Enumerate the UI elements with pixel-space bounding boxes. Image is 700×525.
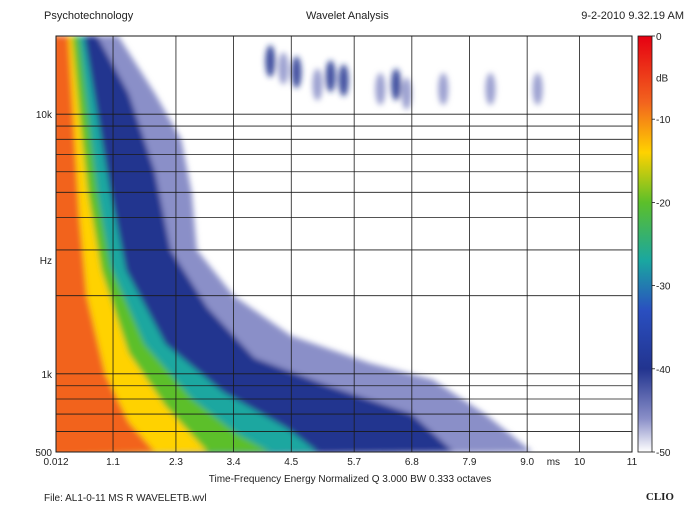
axes: 0.012 1.1 2.3 3.4 4.5 5.7 6.8 7.9 9.0 10 11 ms 500 1k…: [35, 110, 637, 468]
plot-frame: [55, 35, 633, 453]
energy-cell-5: [338, 64, 349, 97]
energy-cell-4: [325, 60, 336, 93]
y-tick-label-0: 500: [35, 448, 52, 459]
x-tick-label-9: 10: [574, 457, 586, 468]
header-brand: Psychotechnology: [44, 10, 134, 22]
plot-area: [56, 36, 632, 452]
energy-cell-1: [278, 52, 289, 85]
colorbar-tick-label-5: -50: [656, 448, 671, 459]
colorbar: 0 -10 -20 -30 -40 -50 dB: [637, 32, 671, 459]
energy-cell-8: [401, 77, 412, 110]
energy-cell-10: [485, 73, 496, 106]
energy-cell-6: [375, 73, 386, 106]
colorbar-tick-label-2: -20: [656, 198, 671, 209]
colorbar-tick-label-0: 0: [656, 32, 662, 43]
x-tick-label-7: 7.9: [463, 457, 477, 468]
energy-cell-7: [391, 68, 402, 101]
x-tick-label-10: 11: [627, 457, 638, 468]
energy-cell-2: [291, 56, 302, 89]
colorbar-scale: [637, 35, 653, 453]
colorbar-tick-label-1: -10: [656, 115, 671, 126]
energy-cell-3: [312, 68, 323, 101]
x-tick-label-6: 6.8: [405, 457, 419, 468]
y-tick-label-1: 1k: [41, 370, 53, 381]
colorbar-tick-label-4: -40: [656, 365, 671, 376]
x-tick-label-2: 2.3: [169, 457, 183, 468]
grid: [55, 35, 633, 453]
x-tick-label-1: 1.1: [106, 457, 120, 468]
energy-cell-9: [438, 73, 449, 106]
y-tick-label-2: 10k: [36, 110, 53, 121]
colorbar-unit: dB: [656, 74, 669, 85]
y-axis-label: Hz: [40, 256, 52, 267]
chart-title: Wavelet Analysis: [306, 10, 389, 22]
x-tick-label-8: 9.0: [520, 457, 534, 468]
x-tick-label-3: 3.4: [227, 457, 241, 468]
software-brand: CLIO: [645, 491, 674, 503]
colorbar-tick-label-3: -30: [656, 282, 671, 293]
energy-band-5: [56, 36, 155, 452]
header-timestamp: 9-2-2010 9.32.19 AM: [581, 10, 684, 22]
x-tick-label-4: 4.5: [284, 457, 298, 468]
x-tick-label-0: 0.012: [43, 457, 68, 468]
file-name: File: AL1-0-11 MS R WAVELETB.wvl: [44, 493, 207, 504]
x-axis-label: Time-Frequency Energy Normalized Q 3.000…: [208, 474, 492, 485]
energy-cell-0: [265, 45, 276, 78]
x-unit-label: ms: [547, 457, 560, 468]
energy-cell-11: [532, 73, 543, 106]
x-tick-label-5: 5.7: [347, 457, 361, 468]
